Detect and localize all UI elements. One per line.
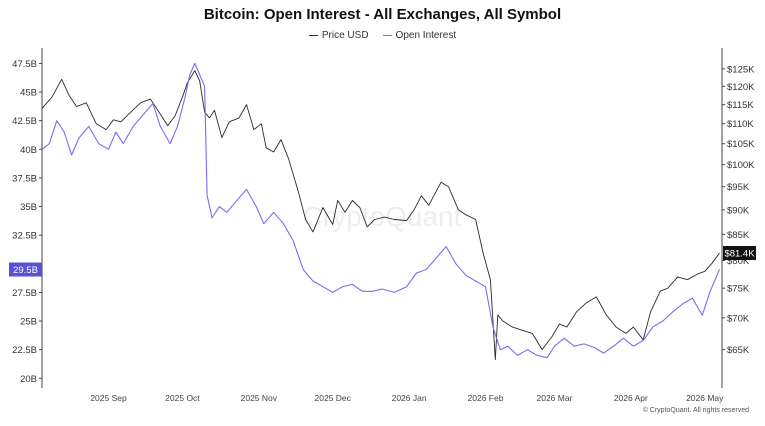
legend-item-price[interactable]: Price USD	[308, 30, 369, 41]
chart-title: Bitcoin: Open Interest - All Exchanges, …	[203, 6, 562, 23]
y-right-tick-label: $120K	[727, 82, 755, 93]
series-line-price-usd	[41, 70, 720, 361]
y-left-tick-label: 45B	[20, 88, 37, 99]
watermark: CryptoQuant	[303, 201, 462, 232]
x-tick-label: 2026 Feb	[468, 393, 504, 403]
y-right-tick-label: $100K	[727, 160, 755, 171]
y-left-tick-label: 22.5B	[12, 345, 37, 356]
y-right-tick-label: $65K	[727, 345, 750, 356]
y-right-tick-label: $85K	[727, 230, 750, 241]
x-tick-label: 2026 May	[686, 393, 724, 403]
y-left-tick-label: 35B	[20, 202, 37, 213]
y-right-tick-label: $90K	[727, 205, 750, 216]
y-right-tick-label: $105K	[727, 139, 755, 150]
x-tick-label: 2026 Jan	[392, 393, 427, 403]
x-tick-label: 2025 Nov	[241, 393, 278, 403]
y-right-tick-label: $110K	[727, 119, 754, 130]
legend-label-price: Price USD	[321, 30, 369, 41]
y-right-tick-label: $115K	[727, 100, 754, 111]
y-left-tick-label: 32.5B	[12, 231, 37, 242]
x-tick-label: 2025 Oct	[165, 393, 200, 403]
y-left-tick-label: 37.5B	[12, 173, 37, 184]
y-left-tick-label: 47.5B	[12, 59, 37, 70]
y-right-tick-label: $95K	[727, 182, 750, 193]
y-right-tick-label: $80K	[727, 256, 750, 267]
y-right-tick-label: $75K	[727, 284, 750, 295]
copyright: © CryptoQuant. All rights reserved	[642, 407, 749, 414]
x-tick-label: 2025 Sep	[90, 393, 127, 403]
x-tick-label: 2025 Dec	[315, 393, 352, 403]
legend-swatch-price	[308, 34, 318, 37]
current-price-label: $81.4K	[724, 249, 755, 260]
legend: Price USD Open Interest	[0, 30, 765, 41]
legend-swatch-open-interest	[382, 34, 392, 37]
current-oi-label: 29.5B	[13, 265, 38, 276]
current-oi-badge	[9, 262, 42, 277]
legend-item-open-interest[interactable]: Open Interest	[382, 30, 457, 41]
y-left-tick-label: 40B	[20, 145, 37, 156]
x-tick-label: 2026 Apr	[614, 393, 648, 403]
y-right-tick-label: $125K	[727, 64, 755, 75]
current-price-badge	[723, 246, 756, 261]
y-left-tick-label: 42.5B	[12, 116, 37, 127]
y-left-tick-label: 27.5B	[12, 288, 37, 299]
y-left-tick-label: 20B	[20, 374, 37, 385]
legend-label-open-interest: Open Interest	[395, 30, 457, 41]
y-right-tick-label: $70K	[727, 313, 750, 324]
series-line-open-interest	[41, 62, 721, 359]
y-left-tick-label: 25B	[20, 317, 37, 328]
x-tick-label: 2026 Mar	[537, 393, 573, 403]
